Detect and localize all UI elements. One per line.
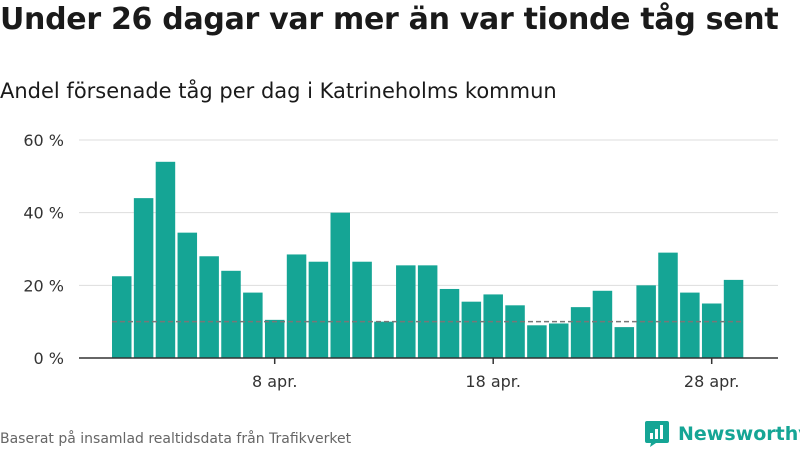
chart-title: Under 26 dagar var mer än var tionde tåg…: [0, 2, 779, 37]
bar: [352, 261, 372, 358]
y-tick-label: 60 %: [23, 131, 64, 150]
source-footer: Baserat på insamlad realtidsdata från Tr…: [0, 431, 352, 447]
bar: [461, 301, 482, 358]
newsworthy-logo-icon: [645, 421, 669, 447]
bar: [483, 294, 503, 358]
newsworthy-logo[interactable]: Newsworthy: [644, 420, 800, 448]
bar: [592, 290, 613, 358]
bar: [243, 292, 263, 358]
logo-text: Newsworthy: [678, 423, 800, 445]
bar: [396, 265, 416, 358]
bar: [549, 323, 569, 358]
y-tick-label: 20 %: [23, 276, 64, 295]
x-tick-label: 18 apr.: [465, 372, 521, 391]
bar: [264, 319, 285, 358]
bars: [112, 161, 744, 358]
bar: [527, 325, 547, 358]
bar: [374, 321, 394, 358]
bar: [112, 276, 132, 358]
bar: [221, 270, 241, 358]
bar: [723, 279, 744, 358]
bar: [680, 292, 700, 358]
bar: [439, 288, 460, 358]
chart-subtitle: Andel försenade tåg per dag i Katrinehol…: [0, 79, 557, 103]
bar: [505, 305, 525, 358]
bar: [701, 303, 722, 358]
bar: [417, 265, 438, 358]
x-tick-label: 8 apr.: [252, 372, 297, 391]
bar: [199, 256, 219, 358]
y-tick-label: 0 %: [34, 349, 64, 368]
bar: [614, 327, 635, 358]
bar: [308, 261, 329, 358]
bar: [177, 232, 198, 358]
bar: [155, 161, 176, 358]
y-tick-label: 40 %: [23, 204, 64, 223]
bar: [636, 285, 656, 358]
bar: [658, 252, 678, 358]
bar: [133, 198, 154, 358]
x-tick-label: 28 apr.: [684, 372, 740, 391]
y-axis-labels: 0 % 20 % 40 % 60 %: [23, 131, 64, 368]
x-axis: 8 apr. 18 apr. 28 apr.: [79, 357, 778, 391]
bar: [570, 307, 591, 358]
bar: [330, 212, 350, 358]
bar: [286, 254, 307, 358]
